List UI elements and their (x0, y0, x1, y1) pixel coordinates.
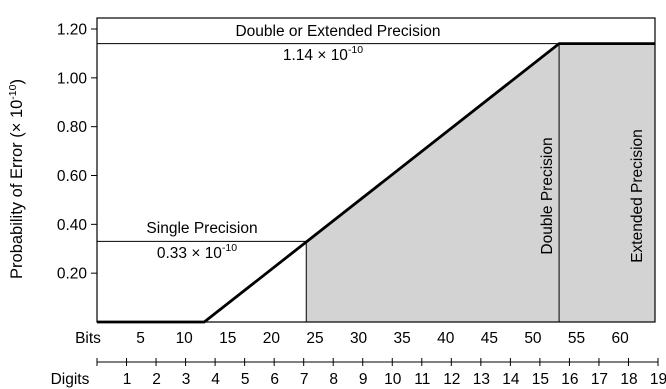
y-tick-label: 0.80 (57, 119, 88, 136)
digits-tick-label: 13 (473, 371, 490, 388)
bits-tick-label: 50 (524, 330, 542, 347)
digits-tick-label: 12 (443, 371, 460, 388)
y-tick-label: 0.60 (57, 168, 88, 185)
bits-tick-label: 25 (306, 330, 323, 347)
bits-tick-label: 45 (481, 330, 498, 347)
digits-tick-label: 14 (502, 371, 520, 388)
digits-tick-label: 17 (591, 371, 608, 388)
bits-tick-label: 55 (568, 330, 585, 347)
shaded-region (306, 43, 655, 323)
bits-tick-label: 35 (394, 330, 411, 347)
digits-tick-label: 4 (211, 371, 220, 388)
bits-axis: Bits 5 10 15 20 25 30 35 40 45 50 55 60 (75, 330, 629, 347)
digits-tick-label: 8 (329, 371, 338, 388)
digits-tick-label: 6 (270, 371, 279, 388)
digits-tick-label: 19 (650, 371, 666, 388)
digits-tick-label: 5 (241, 371, 250, 388)
digits-tick-label: 15 (532, 371, 549, 388)
y-axis-ticks: 0.20 0.40 0.60 0.80 1.00 1.20 (57, 22, 97, 283)
digits-tick-label: 3 (182, 371, 191, 388)
y-tick-label: 1.20 (57, 22, 88, 39)
y-tick-label: 1.00 (57, 70, 88, 87)
bits-tick-label: 30 (350, 330, 368, 347)
bits-axis-label: Bits (75, 330, 101, 347)
bits-tick-label: 60 (612, 330, 630, 347)
digits-tick-label: 16 (561, 371, 578, 388)
digits-axis: Digits 1 2 3 4 5 6 7 8 9 10 11 12 13 14 15 16 17 18 19 (51, 358, 666, 388)
digits-tick-label: 11 (414, 371, 430, 388)
error-curve (97, 42, 655, 324)
digits-tick-label: 9 (359, 371, 368, 388)
single-precision-value: 0.33 × 10-10 (157, 242, 237, 262)
y-tick-label: 0.20 (57, 266, 88, 283)
digits-tick-label: 1 (123, 371, 132, 388)
plot-frame (96, 17, 656, 323)
y-axis-label: Probability of Error (× 10-10) (7, 79, 26, 279)
bits-tick-label: 40 (437, 330, 455, 347)
double-precision-region-label: Double Precision (539, 137, 556, 254)
extended-precision-region-label: Extended Precision (629, 129, 646, 263)
digits-tick-label: 10 (384, 371, 402, 388)
bits-tick-label: 5 (136, 330, 145, 347)
digits-tick-label: 18 (620, 371, 637, 388)
single-precision-label: Single Precision (146, 220, 257, 237)
double-extended-precision-label: Double or Extended Precision (235, 23, 440, 40)
bits-tick-label: 15 (219, 330, 236, 347)
bits-tick-label: 10 (176, 330, 194, 347)
bits-tick-label: 20 (263, 330, 281, 347)
y-tick-label: 0.40 (57, 217, 88, 234)
double-extended-precision-value: 1.14 × 10-10 (283, 44, 363, 64)
digits-tick-label: 2 (152, 371, 161, 388)
digits-tick-label: 7 (300, 371, 309, 388)
digits-axis-label: Digits (51, 371, 90, 388)
